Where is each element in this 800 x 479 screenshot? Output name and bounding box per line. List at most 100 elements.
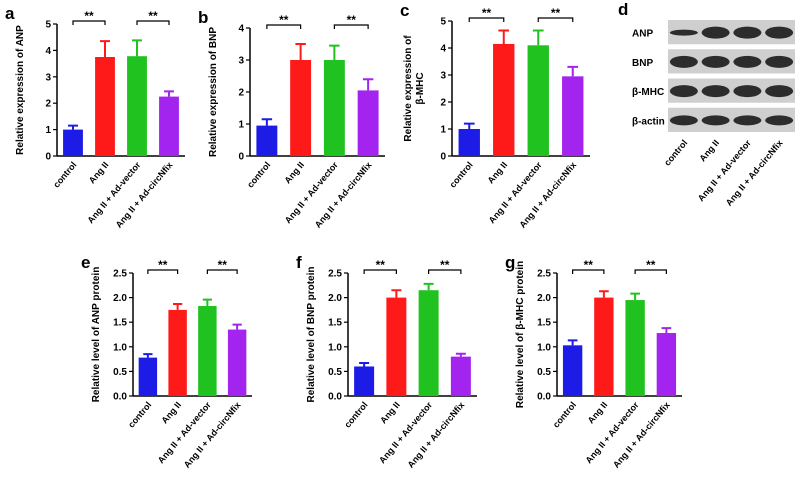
- y-tick-label: 1.5: [113, 318, 127, 329]
- bar: [198, 305, 217, 396]
- blot-band: [733, 85, 762, 98]
- bar: [458, 129, 480, 156]
- error-bar: [661, 327, 672, 334]
- y-tick-label: 1.0: [537, 342, 551, 353]
- blot-band: [669, 85, 698, 98]
- blot-row-label: β-MHC: [632, 87, 664, 98]
- bar: [227, 329, 247, 396]
- blot-lane-label: Ang II + Ad-circNfix: [724, 138, 785, 208]
- bar: [138, 357, 158, 396]
- significance-bracket: [634, 269, 667, 274]
- error-bar: [68, 124, 78, 130]
- y-tick-label: 4: [238, 24, 244, 35]
- y-axis-label: Relative expression of: [403, 35, 414, 142]
- bar: [63, 129, 83, 156]
- y-tick-label: 1: [45, 125, 51, 136]
- y-tick-label: 1: [440, 125, 446, 136]
- y-tick-label: 0.5: [113, 367, 127, 378]
- significance-bracket: [428, 269, 462, 274]
- blot-band: [669, 115, 698, 126]
- x-tick-label: Ang II: [282, 160, 306, 186]
- x-tick-label: control: [51, 160, 78, 190]
- bar: [127, 56, 147, 156]
- error-bar: [532, 29, 544, 46]
- blot-band: [733, 115, 762, 126]
- y-axis-label: β-MHC: [415, 72, 426, 104]
- bar: [527, 45, 549, 156]
- significance-bracket: [468, 17, 505, 22]
- error-bar: [143, 353, 153, 358]
- y-tick-label: 0: [238, 152, 244, 163]
- panel-letter: c: [400, 1, 409, 20]
- y-tick-label: 0.5: [537, 367, 551, 378]
- x-tick-label: control: [342, 400, 369, 430]
- bar: [493, 43, 515, 157]
- y-tick-label: 1.0: [328, 342, 342, 353]
- bar: [625, 300, 645, 396]
- error-bar: [261, 118, 273, 126]
- y-tick-label: 3: [440, 71, 446, 82]
- x-tick-label: Ang II: [378, 400, 402, 426]
- blot-band: [701, 85, 730, 98]
- bar: [450, 356, 471, 396]
- x-tick-label: Ang II + Ad-vector: [584, 399, 641, 465]
- y-tick-label: 1.0: [113, 342, 127, 353]
- blot-lane-label: Ang II: [697, 138, 721, 164]
- bar: [290, 60, 312, 156]
- panel-letter: d: [618, 0, 628, 19]
- y-tick-label: 3: [238, 56, 244, 67]
- x-tick-label: control: [448, 160, 475, 190]
- error-bar: [498, 29, 510, 44]
- significance-label: **: [646, 258, 656, 272]
- error-bar: [100, 40, 110, 57]
- x-tick-label: control: [245, 160, 272, 190]
- y-tick-label: 2: [238, 88, 244, 99]
- significance-bracket: [72, 20, 106, 25]
- panel-letter: g: [505, 253, 515, 272]
- significance-label: **: [440, 258, 450, 272]
- y-tick-label: 0: [440, 152, 446, 163]
- significance-label: **: [376, 258, 386, 272]
- error-bar: [202, 298, 212, 306]
- error-bar: [567, 339, 578, 346]
- x-tick-label: Ang II: [159, 400, 183, 426]
- bar: [159, 96, 179, 156]
- y-tick-label: 2.5: [537, 269, 551, 280]
- y-tick-label: 4: [440, 44, 446, 55]
- bar: [323, 60, 345, 156]
- y-axis-label: Relative level of β-MHC protein: [515, 261, 526, 408]
- x-tick-label: Ang II: [586, 400, 610, 426]
- blot-band: [765, 26, 794, 39]
- blot-band: [669, 55, 698, 68]
- blot-band: [733, 26, 762, 39]
- significance-bracket: [572, 269, 605, 274]
- y-tick-label: 0.5: [328, 367, 342, 378]
- error-bar: [173, 302, 183, 310]
- y-tick-label: 0: [45, 152, 51, 163]
- blot-band: [765, 85, 794, 98]
- x-tick-label: Ang II + Ad-vector: [156, 399, 213, 465]
- y-tick-label: 3: [45, 72, 51, 83]
- blot-row-label: BNP: [632, 58, 653, 69]
- y-tick-label: 1.5: [537, 318, 551, 329]
- error-bar: [423, 282, 434, 291]
- significance-bracket: [136, 20, 170, 25]
- error-bar: [359, 362, 370, 367]
- significance-label: **: [584, 258, 594, 272]
- x-tick-label: Ang II + Ad-circNfix: [182, 400, 243, 470]
- significance-label: **: [84, 9, 94, 23]
- error-bar: [329, 44, 340, 60]
- error-bar: [232, 323, 242, 330]
- blot-lane-label: control: [662, 138, 689, 168]
- error-bar: [295, 43, 306, 60]
- blot-row-label: β-actin: [632, 116, 665, 127]
- y-tick-label: 0.0: [113, 392, 127, 403]
- error-bar: [630, 292, 640, 301]
- x-tick-label: Ang II + Ad-circNfix: [114, 160, 175, 230]
- significance-bracket: [206, 269, 238, 274]
- y-tick-label: 0.0: [537, 392, 551, 403]
- panel-letter: a: [5, 4, 15, 23]
- y-tick-label: 5: [45, 20, 51, 31]
- y-axis-label: Relative level of BNP protein: [306, 267, 317, 403]
